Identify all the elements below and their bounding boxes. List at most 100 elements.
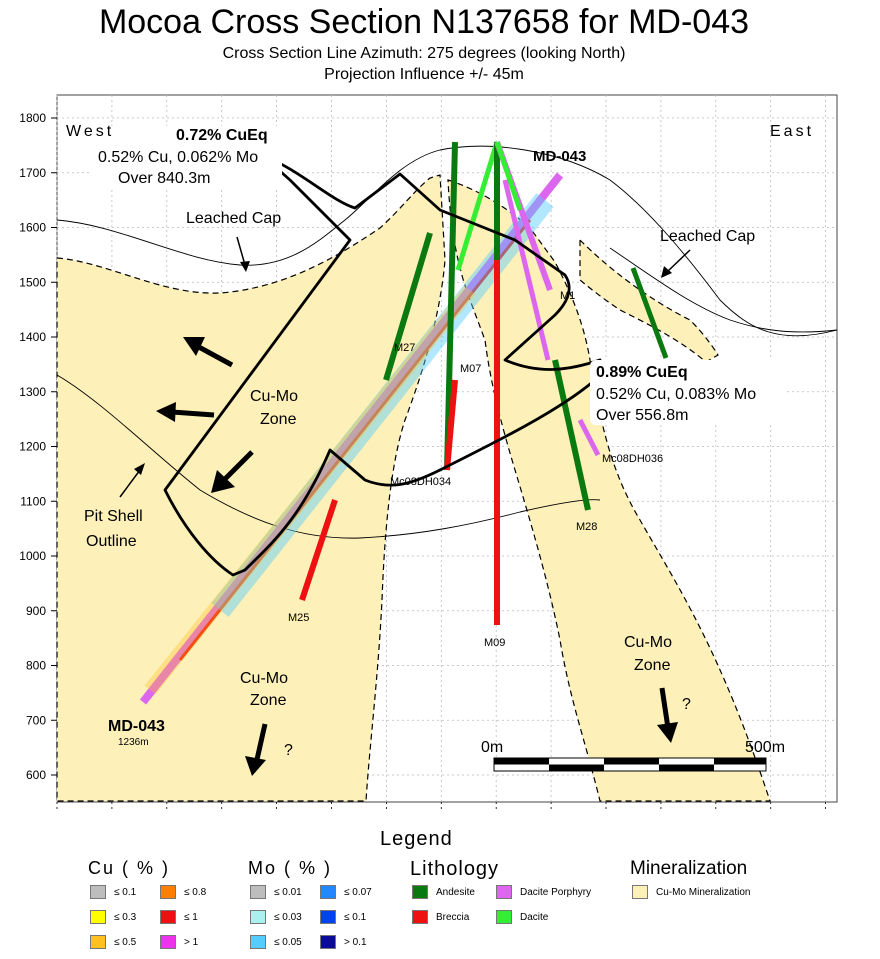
direction-west: West bbox=[66, 123, 114, 140]
elevation-tick-label: 1500 bbox=[19, 275, 46, 289]
label-hole-m1: M1 bbox=[560, 290, 575, 302]
hole-m28 bbox=[552, 359, 591, 511]
lithology-legend-swatch bbox=[412, 910, 428, 924]
mo-legend-swatch bbox=[250, 935, 266, 949]
callout-upper-line1: 0.52% Cu, 0.062% Mo bbox=[98, 149, 258, 166]
elevation-tick-label: 900 bbox=[26, 604, 46, 618]
mo-legend-item: ≤ 0.1 bbox=[320, 909, 366, 925]
figure-title: Mocoa Cross Section N137658 for MD-043 bbox=[98, 3, 750, 41]
cu-legend-swatch bbox=[160, 935, 176, 949]
label-hole-m09: M09 bbox=[484, 637, 505, 649]
label-pit-shell-2: Outline bbox=[86, 533, 137, 550]
cu-legend-item: ≤ 0.1 bbox=[90, 884, 136, 900]
label-zone-lower-left-1: Cu-Mo bbox=[240, 670, 288, 687]
hole-m07-a bbox=[444, 141, 458, 471]
mineralization-legend-swatch bbox=[632, 885, 648, 899]
figure-subtitle-projection: Projection Influence +/- 45m bbox=[324, 66, 524, 83]
mo-legend-swatch bbox=[250, 885, 266, 899]
mineralization-zones bbox=[56, 174, 771, 802]
cu-legend-swatch bbox=[90, 910, 106, 924]
arrow-w-head bbox=[156, 402, 176, 422]
label-zone-lower-right-2: Zone bbox=[634, 657, 671, 674]
callout-upper-headline: 0.72% CuEq bbox=[176, 127, 268, 144]
lithology-legend-label: Breccia bbox=[436, 911, 470, 923]
hole-m25 bbox=[299, 499, 338, 601]
lithology-legend-item: Dacite bbox=[496, 909, 548, 925]
label-hole-mc08dh034: Mc08DH034 bbox=[390, 476, 451, 488]
legend-mineralization-title: Mineralization bbox=[630, 858, 748, 879]
hole-md043 bbox=[139, 172, 564, 705]
arrow-nw bbox=[195, 343, 234, 368]
cu-legend-label: ≤ 0.1 bbox=[114, 886, 137, 898]
arrow-pit-shell bbox=[119, 469, 141, 498]
mo-legend-item: ≤ 0.03 bbox=[250, 909, 302, 925]
lithology-legend-item: Breccia bbox=[412, 909, 469, 925]
arrow-leached-cap-left-head bbox=[240, 261, 250, 272]
pit-shell-outline bbox=[56, 374, 601, 539]
hole-m27 bbox=[383, 232, 433, 381]
lithology-legend-swatch bbox=[496, 885, 512, 899]
mineralization-legend-item: Cu-Mo Mineralization bbox=[632, 884, 750, 900]
elevation-tick-label: 1000 bbox=[19, 549, 46, 563]
hole-east bbox=[630, 267, 669, 359]
leached-cap-base bbox=[56, 145, 838, 337]
mo-legend-swatch bbox=[320, 910, 336, 924]
label-question-right: ? bbox=[682, 696, 691, 713]
mo-legend-swatch bbox=[250, 910, 266, 924]
callout-lower-headline: 0.89% CuEq bbox=[596, 364, 688, 381]
hole-mc08dh034 bbox=[502, 179, 551, 361]
label-zone-lower-right-1: Cu-Mo bbox=[624, 634, 672, 651]
geology-lines bbox=[56, 145, 838, 539]
elevation-tick-label: 1300 bbox=[19, 385, 46, 399]
mo-legend-item: ≤ 0.01 bbox=[250, 884, 302, 900]
cu-legend-item: ≤ 0.8 bbox=[160, 884, 206, 900]
legend-lithology-title: Lithology bbox=[410, 858, 500, 880]
callout-lower-box bbox=[590, 360, 785, 425]
cu-legend-item: ≤ 0.5 bbox=[90, 934, 136, 950]
hole-md043-breccia bbox=[178, 219, 532, 661]
label-question-left: ? bbox=[284, 742, 293, 759]
hole-m1-top bbox=[494, 141, 523, 211]
mo-legend-item: ≤ 0.07 bbox=[320, 884, 372, 900]
arrow-down-right bbox=[659, 687, 671, 729]
label-md043-top: MD-043 bbox=[533, 148, 586, 165]
label-zone-main-1: Cu-Mo bbox=[250, 388, 298, 405]
arrow-down-right-head bbox=[657, 722, 678, 743]
label-hole-m28: M28 bbox=[576, 521, 597, 533]
arrow-leached-cap-right-head bbox=[661, 266, 672, 278]
cu-legend-item: ≤ 0.3 bbox=[90, 909, 136, 925]
callout-upper-box bbox=[92, 126, 282, 188]
label-leached-cap-right: Leached Cap bbox=[660, 228, 755, 245]
scale-end-label: 500m bbox=[745, 739, 785, 756]
lithology-legend-label: Dacite bbox=[520, 911, 549, 923]
arrow-sw-head bbox=[211, 470, 235, 493]
mineralization-legend-label: Cu-Mo Mineralization bbox=[656, 886, 751, 898]
callout-lower-line1: 0.52% Cu, 0.083% Mo bbox=[596, 386, 756, 403]
mo-legend-swatch bbox=[320, 885, 336, 899]
lithology-legend-label: Dacite Porphyry bbox=[520, 886, 592, 898]
cu-legend-label: ≤ 1 bbox=[184, 911, 198, 923]
annotation-arrows bbox=[156, 337, 678, 776]
arrow-down-left bbox=[253, 723, 268, 765]
mo-legend-label: ≤ 0.05 bbox=[274, 936, 302, 948]
cu-legend-label: > 1 bbox=[184, 936, 199, 948]
label-hole-m27: M27 bbox=[394, 342, 415, 354]
legend-title: Legend bbox=[380, 828, 453, 850]
label-pit-shell-1: Pit Shell bbox=[84, 508, 143, 525]
cu-legend-label: ≤ 0.3 bbox=[114, 911, 137, 923]
elevation-tick-label: 1200 bbox=[19, 440, 46, 454]
hole-m07-b bbox=[444, 379, 458, 471]
mo-legend-label: ≤ 0.1 bbox=[344, 911, 367, 923]
mo-legend-item: ≤ 0.05 bbox=[250, 934, 302, 950]
legend-mo-title: Mo ( % ) bbox=[248, 858, 333, 878]
lithology-legend-swatch bbox=[496, 910, 512, 924]
elevation-tick-label: 800 bbox=[26, 659, 46, 673]
arrow-w bbox=[171, 409, 215, 418]
arrow-nw-head bbox=[183, 337, 205, 356]
elevation-axis: 1800 1700 1600 1500 1400 1300 1200 1100 1000 900 8… bbox=[19, 111, 57, 782]
cu-legend-label: ≤ 0.5 bbox=[114, 936, 137, 948]
direction-east: East bbox=[770, 123, 814, 140]
figure-subtitle-azimuth: Cross Section Line Azimuth: 275 degrees … bbox=[222, 45, 626, 62]
lithology-legend-label: Andesite bbox=[436, 886, 475, 898]
